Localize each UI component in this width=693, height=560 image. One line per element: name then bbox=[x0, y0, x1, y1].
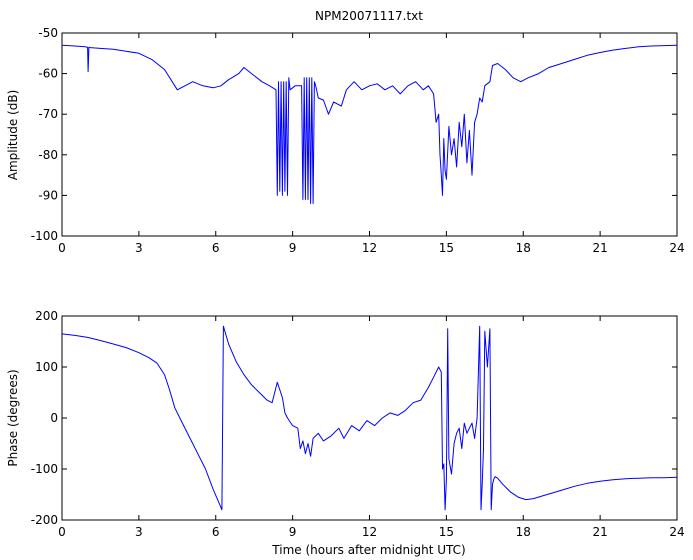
amplitude-y-tick-label: -80 bbox=[38, 148, 58, 162]
phase-x-tick-label: 12 bbox=[362, 525, 377, 539]
amplitude-y-tick-label: -50 bbox=[38, 26, 58, 40]
amplitude-x-ticks: 0 3 6 9 12 15 18 21 24 bbox=[58, 33, 685, 255]
amplitude-plot-frame bbox=[61, 32, 678, 237]
phase-x-tick-label: 21 bbox=[592, 525, 607, 539]
amplitude-x-tick-label: 9 bbox=[289, 241, 297, 255]
phase-x-tick-label: 18 bbox=[516, 525, 531, 539]
phase-y-tick-label: -100 bbox=[31, 462, 58, 476]
phase-x-tick-label: 15 bbox=[439, 525, 454, 539]
phase-y-tick-label: 0 bbox=[50, 411, 58, 425]
amplitude-x-tick-label: 0 bbox=[58, 241, 66, 255]
phase-plot-frame bbox=[61, 315, 678, 521]
amplitude-y-axis-label: Amplitude (dB) bbox=[6, 90, 20, 181]
amplitude-x-tick-label: 18 bbox=[516, 241, 531, 255]
amplitude-y-tick-label: -100 bbox=[31, 229, 58, 243]
phase-y-tick-label: 100 bbox=[35, 360, 58, 374]
phase-x-tick-label: 9 bbox=[289, 525, 297, 539]
amplitude-series-line bbox=[61, 44, 678, 204]
amplitude-y-tick-label: -90 bbox=[38, 188, 58, 202]
phase-x-tick-label: 24 bbox=[669, 525, 684, 539]
amplitude-x-tick-label: 24 bbox=[669, 241, 684, 255]
phase-y-tick-label: -200 bbox=[31, 513, 58, 527]
amplitude-x-tick-label: 21 bbox=[592, 241, 607, 255]
amplitude-x-tick-label: 15 bbox=[439, 241, 454, 255]
phase-y-tick-label: 200 bbox=[35, 309, 58, 323]
phase-x-tick-label: 3 bbox=[135, 525, 143, 539]
amplitude-y-tick-label: -60 bbox=[38, 67, 58, 81]
amplitude-y-ticks: -100 -90 -80 -70 -60 -50 bbox=[31, 26, 677, 243]
phase-x-ticks: 0 3 6 9 12 15 18 21 24 bbox=[58, 316, 685, 539]
phase-series-line bbox=[61, 325, 678, 511]
amplitude-chart: NPM20071117.txt 0 3 6 9 12 15 18 21 24 -100 -90 -8… bbox=[6, 9, 685, 255]
x-axis-label: Time (hours after midnight UTC) bbox=[271, 543, 465, 557]
chart-title: NPM20071117.txt bbox=[315, 9, 423, 23]
phase-chart: 0 3 6 9 12 15 18 21 24 -200 -100 0 100 200 Phase (de… bbox=[6, 309, 685, 557]
phase-y-ticks: -200 -100 0 100 200 bbox=[31, 309, 677, 527]
phase-y-axis-label: Phase (degrees) bbox=[6, 369, 20, 466]
amplitude-x-tick-label: 6 bbox=[212, 241, 220, 255]
amplitude-x-tick-label: 12 bbox=[362, 241, 377, 255]
phase-x-tick-label: 0 bbox=[58, 525, 66, 539]
amplitude-y-tick-label: -70 bbox=[38, 107, 58, 121]
amplitude-x-tick-label: 3 bbox=[135, 241, 143, 255]
phase-x-tick-label: 6 bbox=[212, 525, 220, 539]
